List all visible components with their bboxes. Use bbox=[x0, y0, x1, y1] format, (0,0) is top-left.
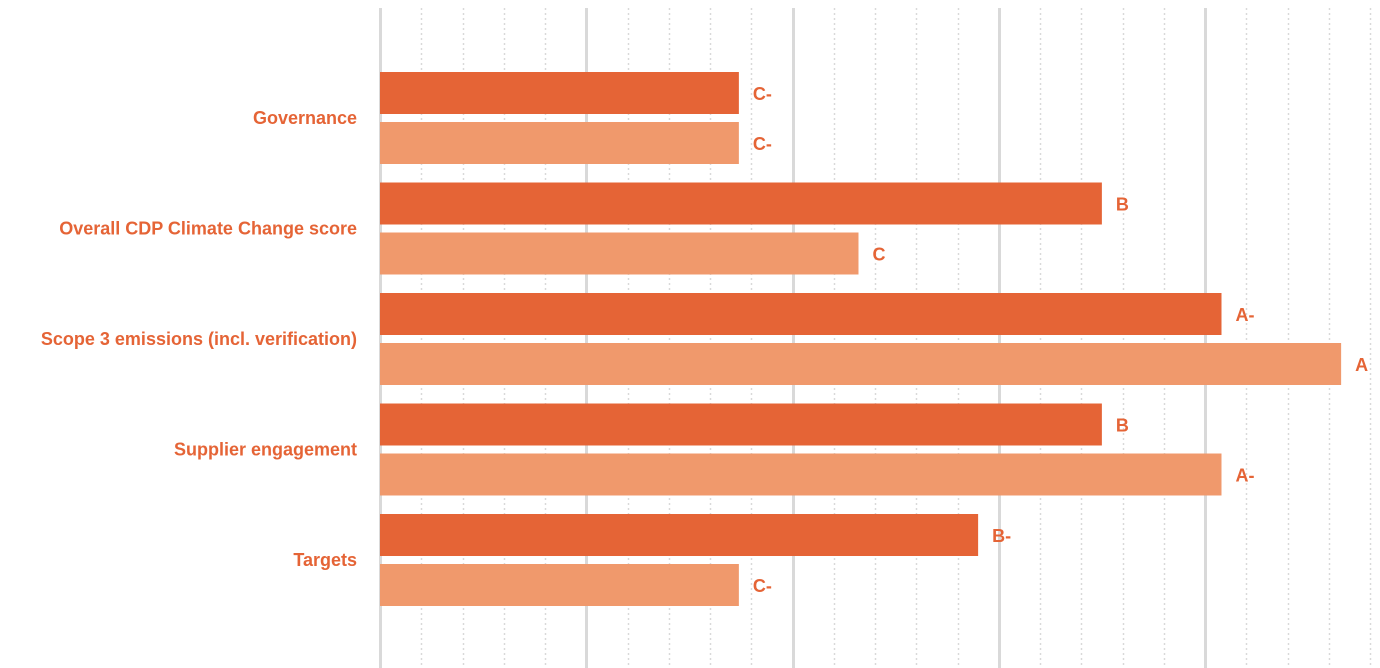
bar-value-label: A bbox=[1355, 355, 1368, 375]
bar-light bbox=[380, 453, 1222, 496]
category-label: Overall CDP Climate Change score bbox=[59, 219, 357, 239]
bar-value-label: A- bbox=[1236, 305, 1255, 325]
bar-dark bbox=[380, 72, 739, 114]
bar-light bbox=[380, 122, 739, 164]
category-label: Supplier engagement bbox=[174, 440, 357, 460]
bar-dark bbox=[380, 293, 1222, 335]
bars bbox=[380, 72, 1342, 606]
bar-value-label: C- bbox=[753, 84, 772, 104]
bar-value-label: B bbox=[1116, 195, 1129, 215]
gridlines bbox=[379, 8, 1372, 668]
category-label: Scope 3 emissions (incl. verification) bbox=[41, 329, 357, 349]
bar-value-label: C- bbox=[753, 576, 772, 596]
bar-dark bbox=[380, 182, 1102, 225]
category-label: Targets bbox=[293, 550, 357, 570]
bar-value-label: C- bbox=[753, 134, 772, 154]
category-label: Governance bbox=[253, 108, 357, 128]
bar-value-label: B bbox=[1116, 416, 1129, 436]
bar-value-label: C bbox=[873, 245, 886, 265]
bar-dark bbox=[380, 514, 979, 556]
bar-light bbox=[380, 343, 1342, 385]
labels: C- C- Governance B C Overall CDP Climate Chan… bbox=[41, 84, 1368, 596]
bar-light bbox=[380, 564, 739, 606]
bar-dark bbox=[380, 403, 1102, 446]
bar-value-label: A- bbox=[1236, 466, 1255, 486]
bar-light bbox=[380, 232, 859, 275]
bar-value-label: B- bbox=[992, 526, 1011, 546]
